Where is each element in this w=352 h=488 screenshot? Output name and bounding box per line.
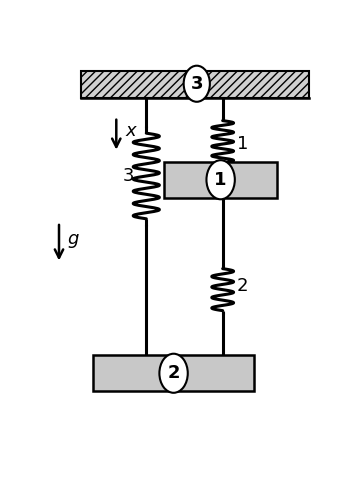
Text: 2: 2 xyxy=(237,277,249,295)
Text: g: g xyxy=(67,230,78,248)
Text: 2: 2 xyxy=(167,364,180,382)
Circle shape xyxy=(184,66,210,102)
Bar xyxy=(81,71,309,98)
Circle shape xyxy=(159,354,188,393)
Text: 1: 1 xyxy=(237,135,248,153)
Text: 1: 1 xyxy=(214,171,227,189)
Bar xyxy=(93,355,254,391)
Circle shape xyxy=(207,160,235,199)
Text: 3: 3 xyxy=(190,75,203,93)
Text: 3: 3 xyxy=(122,167,134,185)
Bar xyxy=(164,162,277,198)
Text: x: x xyxy=(126,122,137,140)
